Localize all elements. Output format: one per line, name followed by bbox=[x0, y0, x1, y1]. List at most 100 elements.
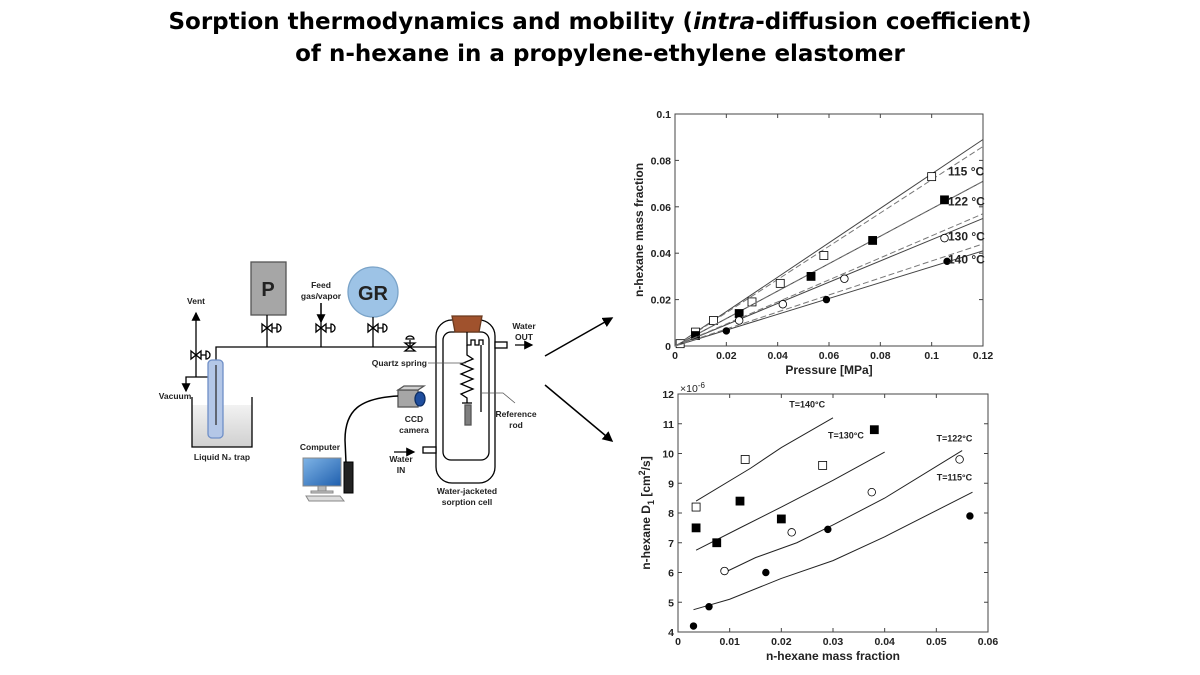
curve-label: T=130°C bbox=[828, 431, 864, 441]
title-italic: intra bbox=[693, 9, 756, 35]
arrow-to-sorption-chart bbox=[544, 317, 614, 357]
feed-label: Feed bbox=[311, 280, 331, 290]
feed-label: gas/vapor bbox=[301, 291, 342, 301]
apparatus-diagram bbox=[181, 261, 534, 502]
data-point-open-circle bbox=[940, 233, 949, 243]
y-tick-label: 0.08 bbox=[651, 155, 672, 167]
y-axis-label: n-hexane D1 [cm2/s] bbox=[637, 456, 656, 569]
data-point-open-circle bbox=[867, 487, 876, 497]
computer-icon bbox=[302, 457, 354, 502]
ccd-label: CCD bbox=[405, 414, 423, 424]
quartz-spring-label: Quartz spring bbox=[372, 358, 427, 368]
reference-rod-label: Reference bbox=[495, 409, 536, 419]
curve-label: T=122°C bbox=[936, 434, 972, 444]
y-tick-label: 12 bbox=[662, 389, 674, 401]
y-label-subscript: 1 bbox=[646, 500, 656, 505]
data-point-open-circle bbox=[734, 316, 744, 325]
x-tick-label: 0.02 bbox=[716, 350, 737, 362]
x-tick-label: 0 bbox=[675, 636, 681, 648]
page-title: Sorption thermodynamics and mobility (in… bbox=[0, 6, 1200, 70]
ccd-label: camera bbox=[399, 425, 429, 435]
y-tick-label: 10 bbox=[662, 449, 674, 461]
data-point-filled-square bbox=[868, 236, 878, 245]
computer-label: Computer bbox=[300, 442, 341, 452]
data-point-open-circle bbox=[840, 274, 849, 283]
model-fit-dashed-line bbox=[674, 213, 984, 347]
data-point-open-circle bbox=[778, 300, 787, 309]
title-line-1: Sorption thermodynamics and mobility (in… bbox=[0, 6, 1200, 38]
data-point-open-circle bbox=[720, 566, 729, 576]
y-axis-label: n-hexane mass fraction bbox=[632, 163, 646, 297]
data-point-filled-circle bbox=[822, 295, 831, 304]
x-tick-label: 0.04 bbox=[874, 636, 895, 648]
curve-label: T=115°C bbox=[937, 472, 973, 482]
data-point-open-square bbox=[819, 251, 829, 260]
trap-dewar bbox=[191, 397, 253, 448]
data-point-filled-circle bbox=[762, 568, 770, 577]
data-point-filled-circle bbox=[943, 257, 951, 266]
curve-label: T=140°C bbox=[789, 399, 825, 409]
series-label: 140 °C bbox=[948, 252, 985, 266]
water-in-label: Water bbox=[389, 454, 413, 464]
camera-cable bbox=[344, 395, 399, 464]
data-point-open-square bbox=[740, 455, 750, 464]
diagram-labels: P GR Vent Vacuum Feed gas/vapor Liquid N… bbox=[159, 279, 537, 507]
sorption-isotherm-chart: 0 0.02 0.04 0.06 0.08 0.1 0.12 0 0.02 0.04 0.06 0.0… bbox=[632, 109, 993, 377]
x-tick-label: 0.05 bbox=[926, 636, 947, 648]
reference-rod-label: rod bbox=[509, 420, 523, 430]
y-multiplier-exponent: -6 bbox=[698, 381, 706, 390]
x-tick-label: 0.01 bbox=[719, 636, 740, 648]
data-point-open-square bbox=[747, 297, 757, 307]
data-point-filled-square bbox=[776, 514, 786, 524]
cell-label: sorption cell bbox=[442, 497, 493, 507]
data-point-open-square bbox=[775, 278, 785, 288]
x-tick-label: 0.12 bbox=[973, 350, 994, 362]
trap-label: Liquid N₂ trap bbox=[194, 452, 250, 462]
data-point-filled-square bbox=[940, 195, 949, 205]
y-label-superscript: 2 bbox=[637, 470, 647, 475]
y-label-unit: [cm bbox=[639, 475, 653, 500]
y-tick-label: 0.06 bbox=[651, 202, 672, 214]
vacuum-line bbox=[181, 376, 216, 393]
y-tick-label: 9 bbox=[668, 478, 674, 490]
sample-bucket bbox=[464, 404, 472, 426]
data-point-filled-square bbox=[806, 271, 816, 281]
x-tick-label: 0.02 bbox=[771, 636, 792, 648]
x-tick-label: 0.06 bbox=[978, 636, 999, 648]
data-point-filled-circle bbox=[722, 327, 731, 335]
y-tick-label: 11 bbox=[663, 419, 674, 431]
x-tick-label: 0 bbox=[672, 350, 678, 362]
cell-label: Water-jacketed bbox=[437, 486, 497, 496]
x-tick-label: 0.03 bbox=[823, 636, 844, 648]
plot-frame bbox=[674, 113, 984, 347]
pressure-transducer bbox=[250, 261, 287, 316]
series-label: 130 °C bbox=[948, 229, 985, 243]
y-tick-label: 0 bbox=[665, 341, 671, 353]
title-line-2: of n-hexane in a propylene-ethylene elas… bbox=[295, 41, 905, 67]
valve-icon bbox=[403, 335, 417, 352]
series-label: 115 °C bbox=[948, 164, 984, 178]
y-tick-label: 0.04 bbox=[651, 248, 672, 260]
x-axis-label: n-hexane mass fraction bbox=[766, 649, 900, 663]
x-tick-label: 0.08 bbox=[870, 350, 891, 362]
ccd-camera-icon bbox=[395, 385, 427, 408]
model-fit-dashed-line bbox=[674, 180, 984, 347]
data-point-open-circle bbox=[787, 528, 796, 537]
vacuum-label: Vacuum bbox=[159, 391, 192, 401]
data-point-filled-circle bbox=[689, 622, 698, 630]
y-label-main: n-hexane D bbox=[639, 505, 653, 570]
valve-icon bbox=[261, 322, 282, 334]
pressure-label: P bbox=[261, 279, 274, 301]
quartz-spring bbox=[459, 345, 475, 403]
vent-label: Vent bbox=[187, 296, 205, 306]
y-multiplier: ×10-6 bbox=[680, 381, 705, 395]
y-tick-label: 8 bbox=[668, 508, 674, 520]
data-point-filled-square bbox=[691, 523, 701, 533]
y-label-unit: /s] bbox=[639, 456, 653, 470]
model-fit-line bbox=[674, 217, 984, 347]
data-point-filled-circle bbox=[705, 603, 713, 611]
x-axis-label: Pressure [MPa] bbox=[785, 363, 872, 377]
model-curve bbox=[695, 451, 885, 551]
data-point-open-square bbox=[927, 172, 937, 182]
